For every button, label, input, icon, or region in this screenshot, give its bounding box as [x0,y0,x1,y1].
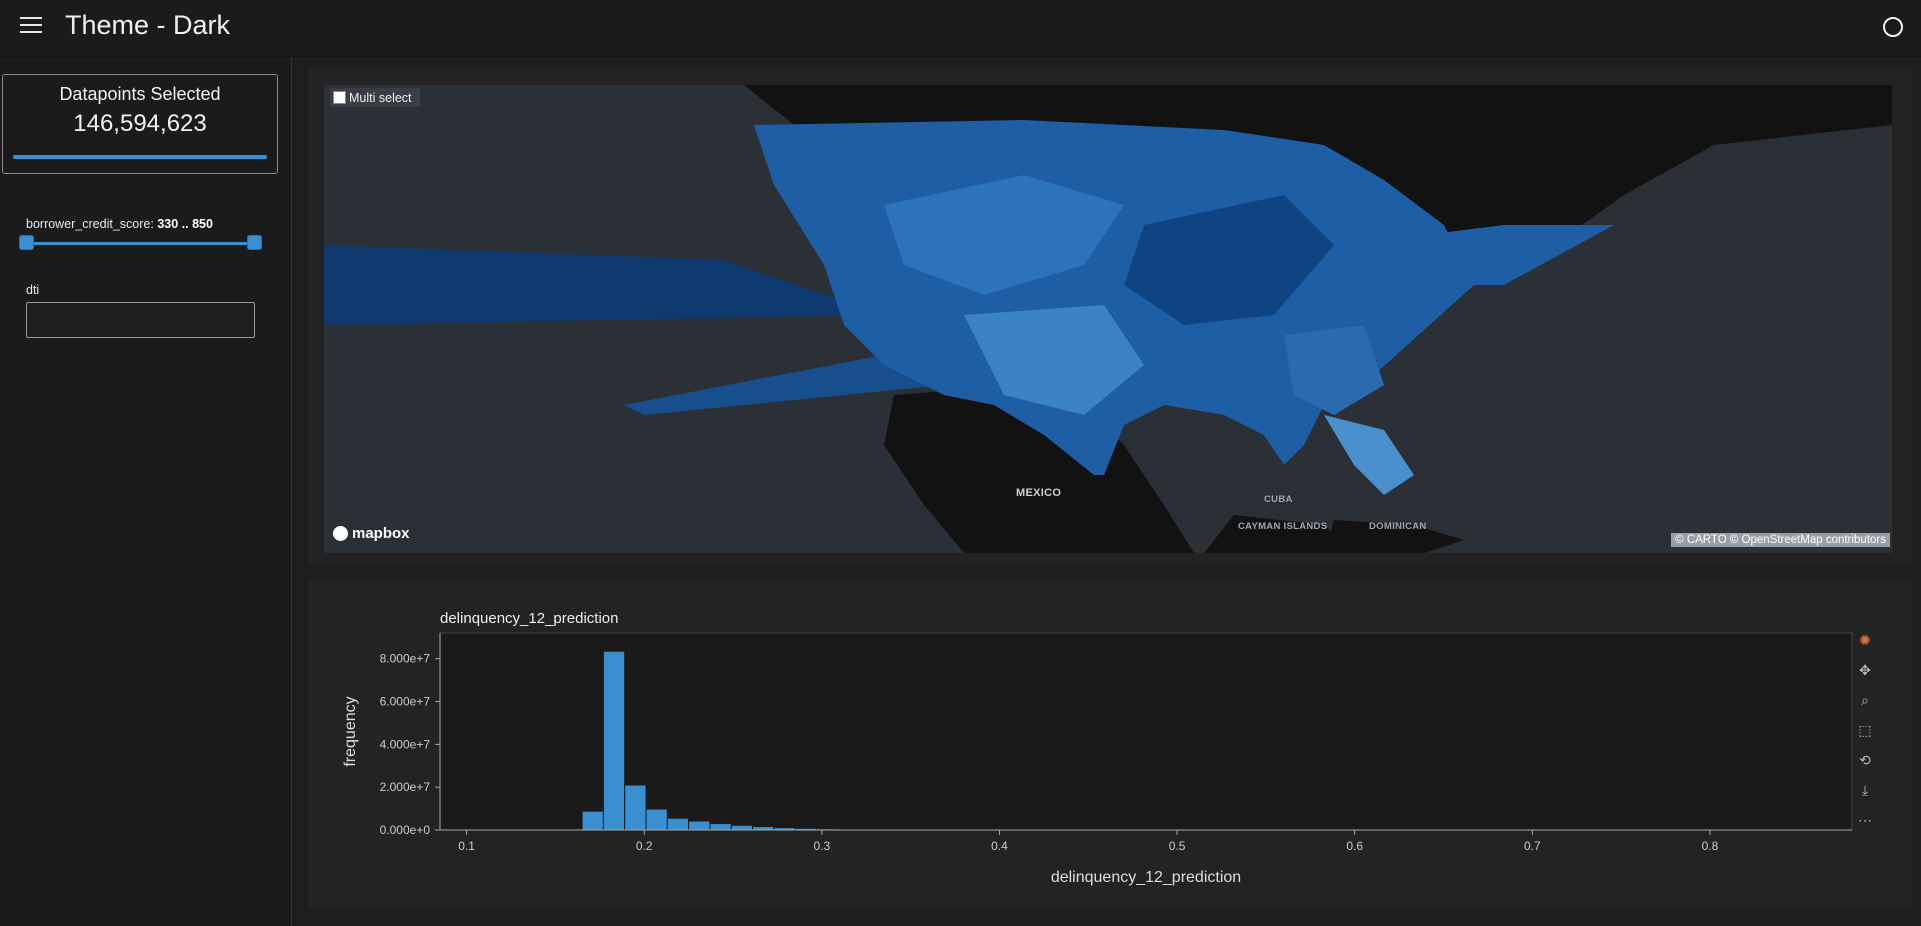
y-tick-label-3: 6.000e+7 [380,695,431,709]
credit-score-slider-name: borrower_credit_score: [26,217,154,231]
histogram-bar-5 [688,820,711,831]
histogram-bar-4 [666,817,690,831]
histogram-bar-8 [752,826,775,831]
box-zoom-icon[interactable]: ⌕ [1861,692,1869,708]
more-icon[interactable]: ⋯ [1858,812,1872,828]
dti-input[interactable] [26,302,255,338]
busy-indicator-icon [1883,17,1903,37]
x-tick-label-1: 0.2 [636,839,653,853]
box-select-icon[interactable]: ⬚ [1858,722,1872,738]
map-label-dominican: DOMINICAN [1369,521,1427,532]
credit-score-slider-track[interactable] [26,242,256,245]
datapoints-selected-card: Datapoints Selected 146,594,623 [2,74,278,174]
datapoints-selected-label: Datapoints Selected [59,84,221,104]
x-tick-label-5: 0.6 [1346,839,1363,853]
multi-select-label: Multi select [349,90,412,105]
y-tick-label-2: 4.000e+7 [380,737,431,751]
map-label-cayman: CAYMAN ISLANDS [1238,521,1328,532]
x-tick-label-7: 0.8 [1702,839,1719,853]
x-tick-label-4: 0.5 [1169,839,1186,853]
histogram-bar-0 [581,810,604,831]
map-canvas[interactable] [324,85,1892,553]
mapbox-logo-icon [333,526,348,541]
mapbox-logo-text: mapbox [352,525,410,542]
y-tick-label-4: 8.000e+7 [380,652,431,666]
chart-title: delinquency_12_prediction [440,610,619,627]
map-attribution[interactable]: © CARTO © OpenStreetMap contributors [1671,533,1890,547]
credit-score-slider-range: 330 .. 850 [157,217,213,231]
sidebar: Datapoints Selected 146,594,623 borrower… [0,57,292,926]
histogram-bar-3 [645,808,668,831]
histogram-bar-1 [602,650,626,831]
datapoints-progress-bar [13,155,267,159]
datapoints-selected-value: 146,594,623 [73,110,207,137]
multi-select-checkbox[interactable] [333,91,346,104]
dti-label: dti [26,283,40,297]
x-tick-label-3: 0.4 [991,839,1008,853]
bokeh-logo-icon[interactable]: ✺ [1859,632,1871,648]
credit-score-slider-label: borrower_credit_score: 330 .. 850 [26,217,213,231]
mapbox-logo[interactable]: mapbox [333,525,410,542]
map-label-cuba: CUBA [1264,494,1293,505]
app-header: Theme - Dark [0,0,1921,57]
x-tick-label-0: 0.1 [458,839,475,853]
x-tick-label-2: 0.3 [814,839,831,853]
plot-area [439,632,1853,831]
histogram-bar-6 [709,823,732,831]
choropleth-map[interactable]: Multi select MEXICO CUBA CAYMAN ISLANDS … [324,85,1892,553]
page-title: Theme - Dark [65,10,231,40]
save-icon[interactable]: ⤓ [1861,782,1869,798]
credit-score-slider-max-handle[interactable] [247,235,262,250]
y-tick-label-1: 2.000e+7 [380,780,431,794]
hamburger-menu-icon[interactable] [20,17,42,33]
y-tick-label-0: 0.000e+0 [380,823,431,837]
histogram-bar-7 [730,824,754,831]
x-tick-label-6: 0.7 [1524,839,1541,853]
multi-select-toggle[interactable]: Multi select [330,88,420,107]
y-axis-label: frequency [342,696,359,766]
map-label-mexico: MEXICO [1016,487,1062,499]
reset-icon[interactable]: ⟲ [1859,752,1871,768]
credit-score-slider-min-handle[interactable] [19,235,34,250]
x-axis-label: delinquency_12_prediction [1051,869,1241,886]
pan-icon[interactable]: ✥ [1859,662,1871,678]
histogram-bar-2 [624,784,647,831]
